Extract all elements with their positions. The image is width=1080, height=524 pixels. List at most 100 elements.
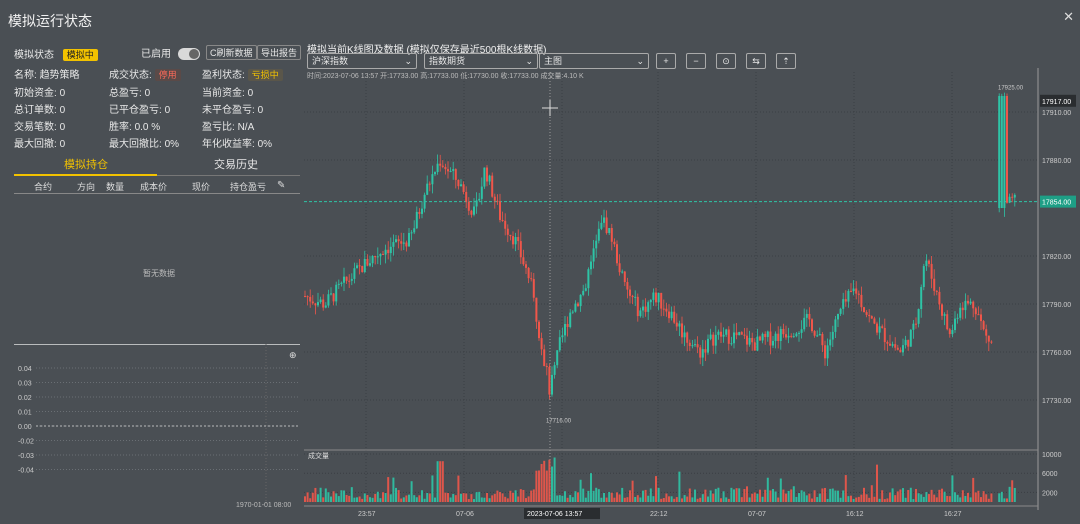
candle-body xyxy=(935,290,938,292)
volume-bar xyxy=(467,499,470,502)
vol-tick: 6000 xyxy=(1042,471,1058,478)
candle-body xyxy=(920,287,923,310)
volume-bar xyxy=(842,490,845,502)
candle-body xyxy=(902,345,904,353)
candle-body xyxy=(483,167,486,187)
candle-body xyxy=(597,228,600,241)
vol-tick: 10000 xyxy=(1042,452,1062,459)
volume-bar xyxy=(670,496,673,502)
chart-type-select[interactable]: 主图 ⌄ xyxy=(539,53,649,69)
volume-bar xyxy=(868,497,871,502)
index-select[interactable]: 沪深指数 ⌄ xyxy=(307,53,417,69)
candle-body xyxy=(660,292,663,309)
volume-bar xyxy=(525,498,527,502)
candle-body xyxy=(824,345,826,359)
candle-body xyxy=(514,237,517,245)
candle-body xyxy=(587,269,590,289)
chevron-down-icon: ⌄ xyxy=(636,56,644,66)
candle-body xyxy=(462,184,465,192)
candle-body xyxy=(748,337,751,345)
stat-value: 0% xyxy=(257,139,273,150)
candle-body xyxy=(311,301,314,304)
mini-y-tick: -0.04 xyxy=(18,468,34,475)
volume-bar xyxy=(831,488,834,502)
candle-body xyxy=(553,365,556,375)
candle-body xyxy=(600,222,603,229)
candle-body xyxy=(717,331,720,335)
volume-bar xyxy=(509,490,512,502)
zoom-icon[interactable]: ⊕ xyxy=(289,350,297,360)
candle-body xyxy=(408,232,410,247)
zoom-out-button[interactable]: − xyxy=(686,53,706,69)
volume-bar xyxy=(943,491,946,502)
stat-label: 最大回撤比: xyxy=(109,139,162,150)
volume-bar xyxy=(886,498,889,502)
stat-label: 当前资金: xyxy=(202,88,245,99)
candle-body xyxy=(493,196,496,201)
volume-bar xyxy=(527,496,530,502)
price-tick: 17790.00 xyxy=(1042,302,1071,309)
candle-body xyxy=(506,228,509,235)
volume-bar xyxy=(764,489,767,502)
volume-bar xyxy=(748,497,751,502)
candle-body xyxy=(774,333,777,341)
futures-select[interactable]: 指数期货 ⌄ xyxy=(424,53,538,69)
volume-bar xyxy=(441,461,444,502)
candle-body xyxy=(889,343,891,346)
title-bar: 模拟运行状态 ✕ xyxy=(0,0,1080,38)
candle-body xyxy=(974,308,977,315)
candle-body xyxy=(954,318,956,331)
toggle-label: 已启用 xyxy=(141,49,171,60)
tab-trade-history[interactable]: 交易历史 xyxy=(214,159,258,171)
volume-bar xyxy=(920,494,923,502)
swap-button[interactable]: ⇆ xyxy=(746,53,766,69)
volume-bar xyxy=(621,487,624,502)
col-pnl: 持仓盈亏 xyxy=(230,182,267,192)
volume-legend: 成交量 xyxy=(308,451,329,460)
volume-bar xyxy=(603,492,605,502)
candle-body xyxy=(517,237,520,242)
candle-body xyxy=(1000,96,1003,208)
volume-bar xyxy=(935,497,938,502)
volume-bar xyxy=(743,488,746,502)
candle-body xyxy=(972,301,975,309)
volume-bar xyxy=(480,497,483,502)
download-button[interactable]: ⇡ xyxy=(776,53,796,69)
kline-chart[interactable]: 17917.00 17910.00 17880.00 17854.00 17820.00… xyxy=(300,40,1080,524)
volume-bar xyxy=(753,492,756,502)
volume-bar xyxy=(610,492,613,502)
stat-value: 0 xyxy=(59,139,66,150)
volume-bar xyxy=(777,497,780,502)
zoom-in-button[interactable]: + xyxy=(656,53,676,69)
candle-body xyxy=(938,291,941,305)
volume-bar xyxy=(873,496,876,502)
candle-body xyxy=(883,327,886,343)
volume-bar xyxy=(954,492,956,502)
reset-button[interactable]: ⊙ xyxy=(716,53,736,69)
candle-body xyxy=(491,175,494,197)
volume-bar xyxy=(548,459,551,502)
candle-body xyxy=(868,314,871,317)
crosshair-time-label: 2023-07-06 13:57 xyxy=(527,511,582,518)
refresh-button[interactable]: C刷新数据 xyxy=(206,45,257,60)
candle-body xyxy=(548,366,551,395)
chevron-down-icon: ⌄ xyxy=(525,56,533,66)
candle-body xyxy=(764,333,767,338)
candle-body xyxy=(532,279,535,298)
candle-body xyxy=(509,234,512,237)
candle-body xyxy=(873,318,876,324)
candle-body xyxy=(444,166,447,170)
edit-icon[interactable]: ✎ xyxy=(277,180,286,191)
volume-bar xyxy=(504,496,507,502)
chevron-down-icon: ⌄ xyxy=(404,56,412,66)
candle-body xyxy=(766,331,769,338)
candle-body xyxy=(720,331,722,337)
candle-body xyxy=(642,306,644,311)
tab-positions[interactable]: 模拟持仓 xyxy=(64,159,108,171)
volume-bar xyxy=(319,487,322,502)
volume-bar xyxy=(974,492,977,502)
export-button[interactable]: 导出报告 xyxy=(257,45,302,60)
enable-toggle[interactable] xyxy=(177,48,200,61)
close-icon[interactable]: ✕ xyxy=(1063,9,1074,24)
candle-body xyxy=(850,290,852,292)
